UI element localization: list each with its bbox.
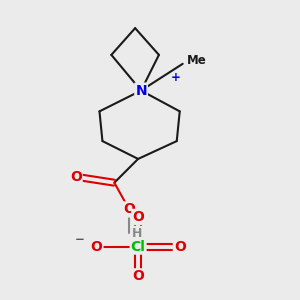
Text: H: H	[132, 227, 142, 240]
Text: Me: Me	[187, 54, 207, 67]
Text: O: O	[132, 210, 144, 224]
Text: Cl: Cl	[131, 240, 146, 254]
Text: O: O	[123, 202, 135, 216]
Text: +: +	[170, 71, 180, 84]
Text: N: N	[135, 84, 147, 98]
Text: O: O	[91, 240, 102, 254]
Text: O: O	[132, 269, 144, 283]
Text: O: O	[174, 240, 186, 254]
Text: O: O	[70, 170, 82, 184]
Text: −: −	[75, 233, 85, 246]
